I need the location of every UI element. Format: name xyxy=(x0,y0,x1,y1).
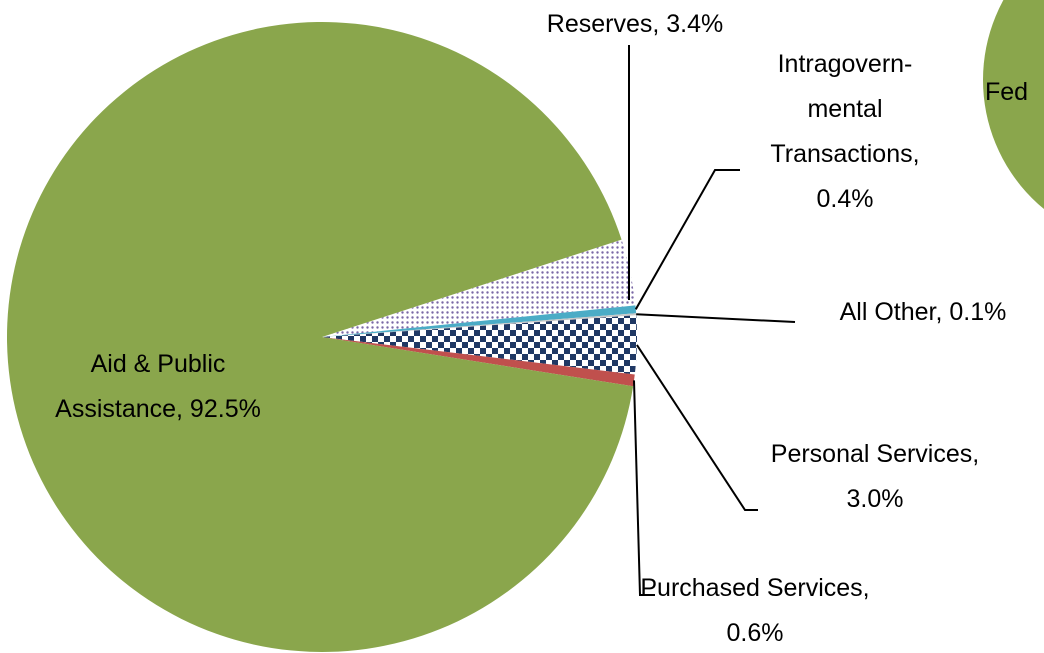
data-label: Reserves, 3.4% xyxy=(546,10,724,38)
data-label: All Other, 0.1% xyxy=(839,298,1007,326)
pie-slice xyxy=(322,337,635,387)
pie-slice xyxy=(322,305,637,337)
partial-label: Fed xyxy=(985,78,1029,106)
leader-line xyxy=(634,169,740,310)
leader-line xyxy=(636,344,758,511)
pie-slice xyxy=(322,315,637,375)
data-label: Aid & Public Assistance, 92.5% xyxy=(55,350,261,423)
pie-slice xyxy=(322,239,636,337)
data-label: Purchased Services, 0.6% xyxy=(640,574,870,647)
leader-line xyxy=(632,380,655,596)
data-label: Intragovern-mental Transactions, 0.4% xyxy=(770,50,920,213)
pie-slice xyxy=(322,313,637,337)
data-label: Personal Services, 3.0% xyxy=(770,440,980,513)
pie-slice xyxy=(7,21,634,652)
leader-line xyxy=(636,313,796,323)
second-pie xyxy=(983,0,1044,209)
